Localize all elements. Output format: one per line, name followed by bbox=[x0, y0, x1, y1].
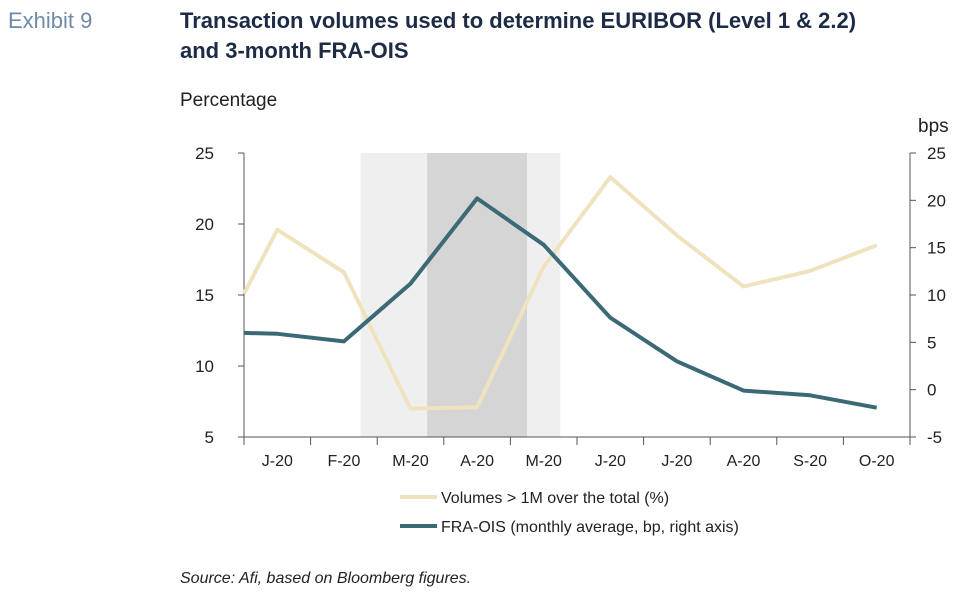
axes: 25 20 15 10 5 25 20 15 10 5 0 -5 J-20 F-20 M-20 A-20 M-2… bbox=[195, 144, 946, 470]
right-tick-label: 15 bbox=[927, 239, 946, 258]
legend-label-1: Volumes > 1M over the total (%) bbox=[441, 490, 669, 507]
left-axis-label: Percentage bbox=[180, 90, 278, 111]
right-tick-label: 25 bbox=[927, 144, 946, 163]
right-tick-label: 10 bbox=[927, 286, 946, 305]
right-axis-label: bps bbox=[918, 116, 949, 137]
chart-title-line-2: and 3-month FRA-OIS bbox=[180, 38, 409, 63]
chart-title-line-1: Transaction volumes used to determine EU… bbox=[180, 8, 857, 33]
exhibit-label: Exhibit 9 bbox=[8, 8, 93, 33]
chart-title: Transaction volumes used to determine EU… bbox=[180, 6, 960, 66]
left-tick-label: 15 bbox=[195, 286, 214, 305]
x-tick-label: M-20 bbox=[392, 453, 429, 470]
legend: Volumes > 1M over the total (%) FRA-OIS (… bbox=[400, 490, 739, 536]
x-tick-label: A-20 bbox=[727, 453, 761, 470]
right-tick-label: 5 bbox=[927, 333, 936, 352]
left-tick-label: 5 bbox=[205, 428, 214, 447]
x-tick-label: J-20 bbox=[661, 453, 692, 470]
right-tick-label: -5 bbox=[927, 428, 942, 447]
left-tick-label: 20 bbox=[195, 215, 214, 234]
source-note: Source: Afi, based on Bloomberg figures. bbox=[180, 570, 472, 587]
left-tick-label: 25 bbox=[195, 144, 214, 163]
series-lines bbox=[242, 175, 878, 411]
fra-ois-line bbox=[243, 196, 878, 410]
x-tick-label: S-20 bbox=[793, 453, 827, 470]
x-tick-label: O-20 bbox=[859, 453, 895, 470]
x-tick-label: A-20 bbox=[460, 453, 494, 470]
x-tick-label: M-20 bbox=[525, 453, 562, 470]
right-tick-label: 0 bbox=[927, 381, 936, 400]
legend-label-2: FRA-OIS (monthly average, bp, right axis… bbox=[441, 519, 739, 536]
shaded-region-2 bbox=[427, 153, 528, 437]
x-tick-label: J-20 bbox=[262, 453, 293, 470]
x-tick-label: J-20 bbox=[595, 453, 626, 470]
volumes-line bbox=[242, 175, 878, 411]
right-tick-label: 20 bbox=[927, 191, 946, 210]
x-tick-label: F-20 bbox=[327, 453, 360, 470]
left-tick-label: 10 bbox=[195, 357, 214, 376]
